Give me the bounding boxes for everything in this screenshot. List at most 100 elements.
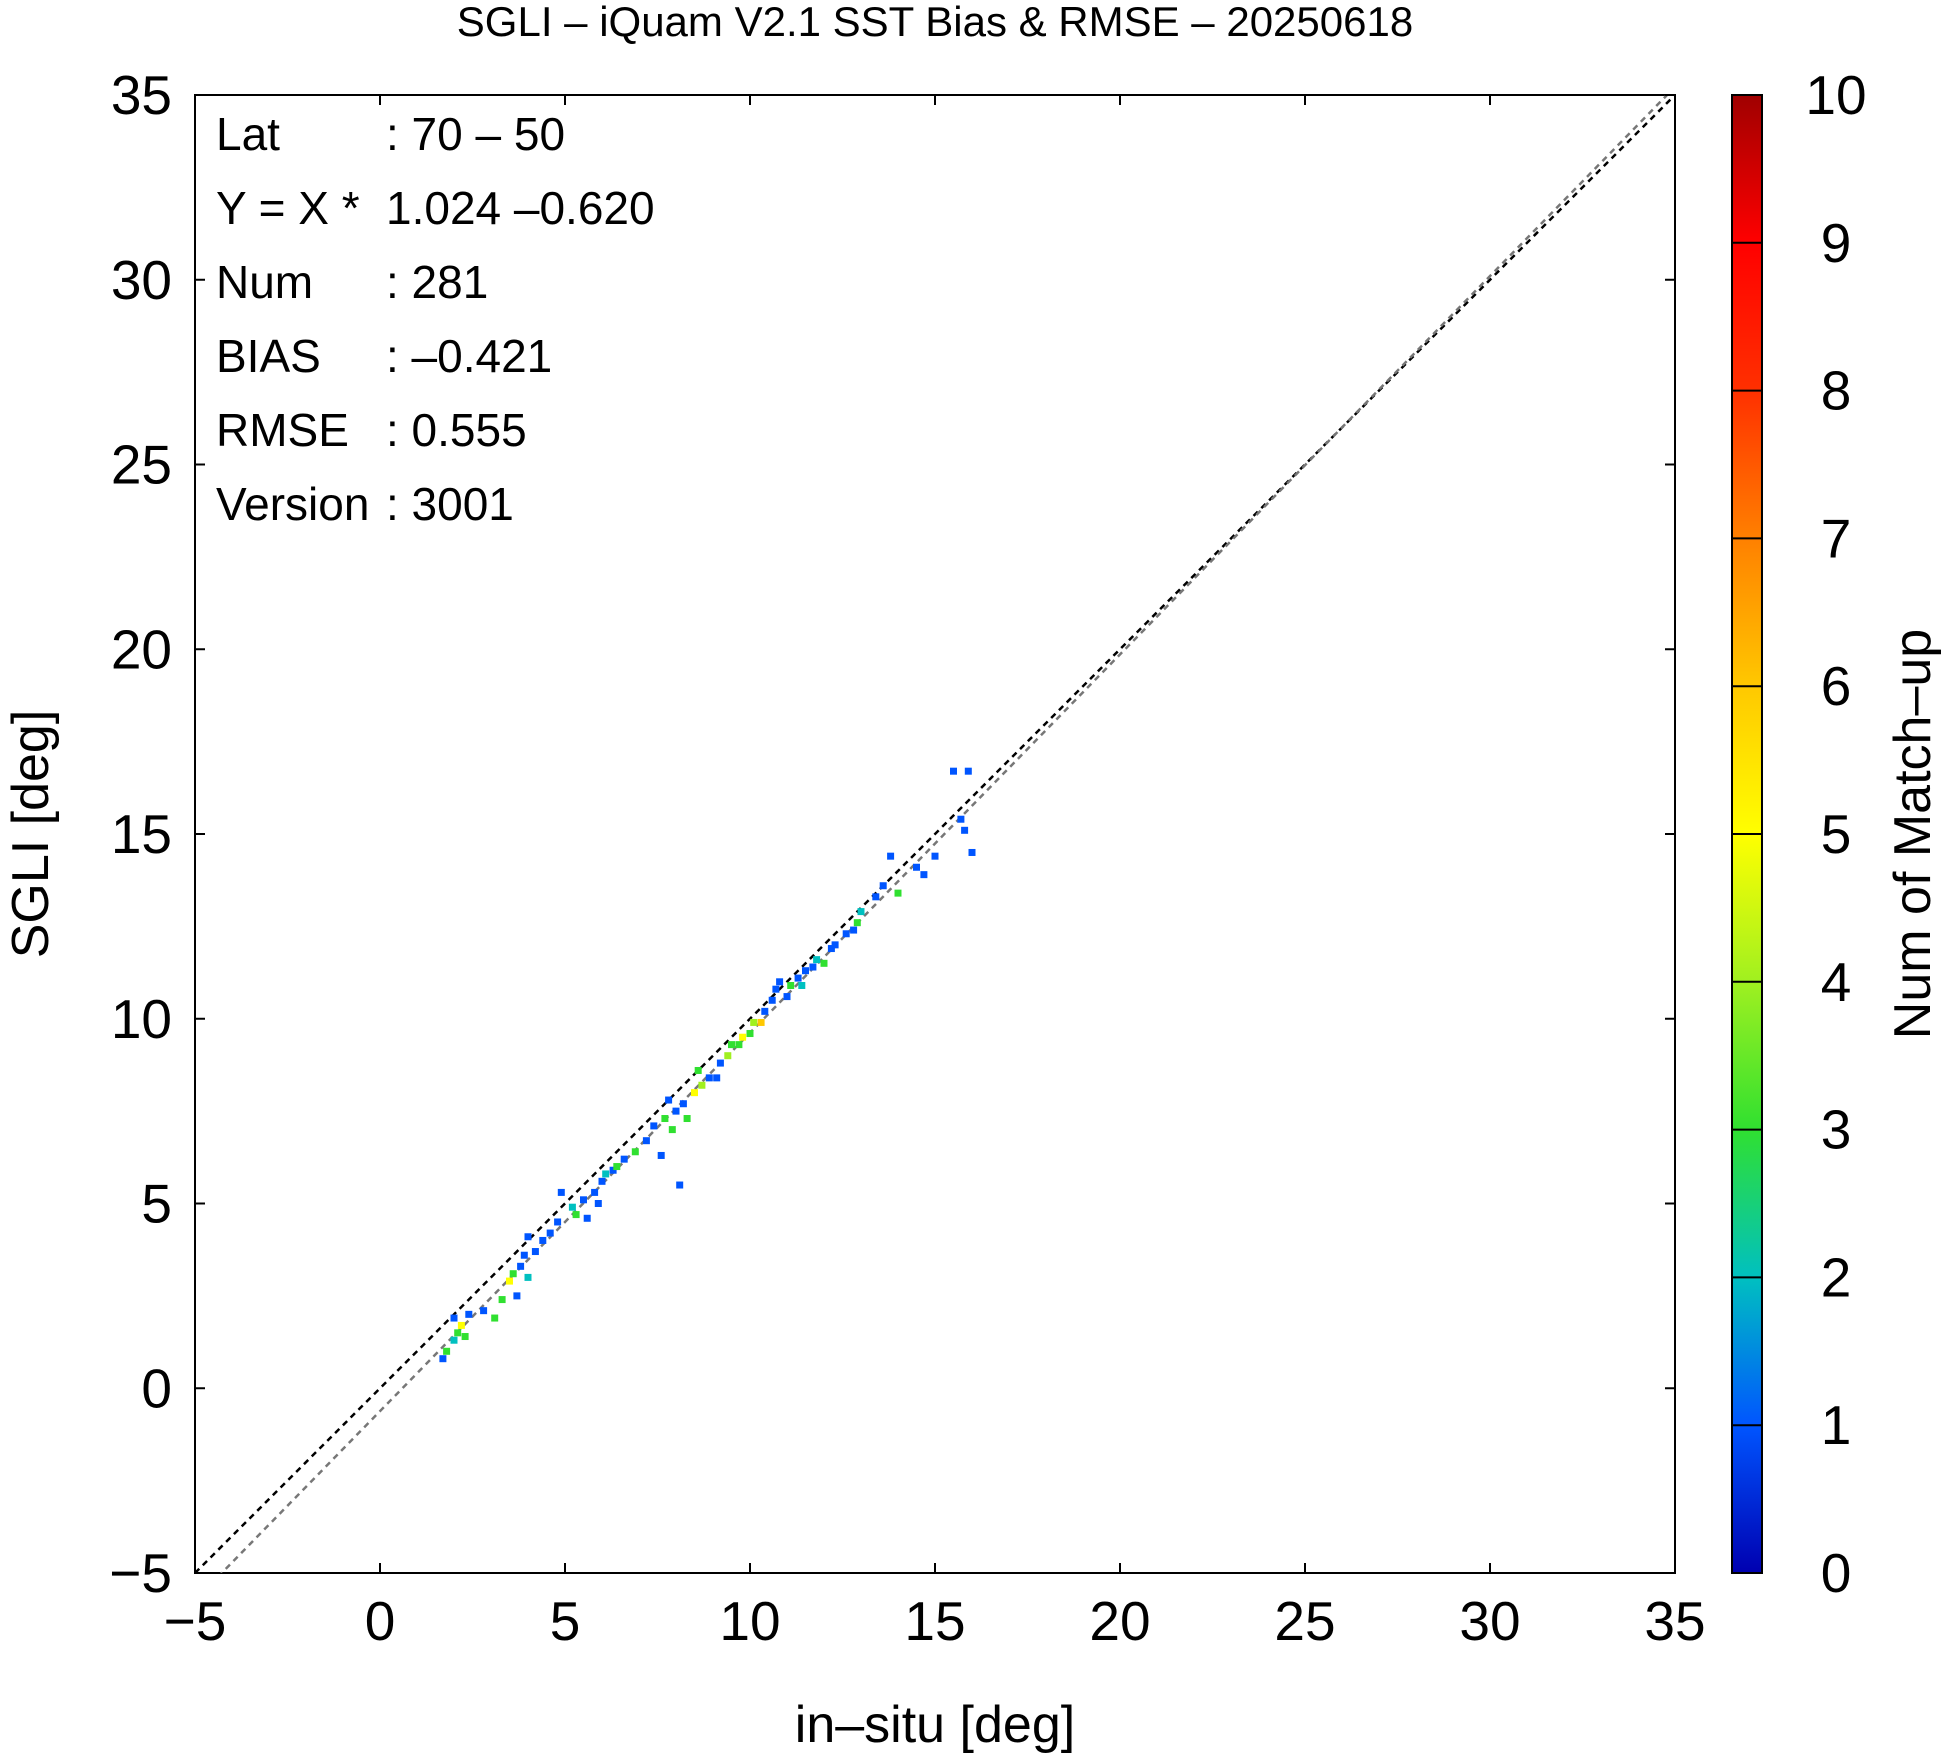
data-point — [776, 978, 784, 986]
data-point — [554, 1218, 562, 1226]
colorbar-tick-label: 0 — [1821, 1542, 1852, 1604]
colorbar-tick-label: 6 — [1821, 655, 1852, 717]
y-axis: −5 0 5 10 15 20 25 30 35 — [109, 64, 1675, 1604]
data-point — [506, 1277, 513, 1285]
data-point — [520, 1251, 528, 1259]
data-point — [480, 1307, 488, 1315]
one-to-one-line — [195, 95, 1675, 1573]
data-point — [850, 926, 858, 934]
data-point — [491, 1314, 499, 1322]
data-point — [761, 1007, 769, 1015]
data-point — [524, 1273, 532, 1281]
stats-value: : 0.555 — [386, 404, 527, 456]
data-point — [713, 1074, 721, 1082]
data-point — [546, 1229, 554, 1237]
data-point — [461, 1333, 469, 1341]
y-tick-label: 25 — [111, 434, 172, 496]
data-point — [961, 826, 969, 834]
x-tick-label: 35 — [1644, 1590, 1705, 1652]
data-point — [672, 1107, 680, 1115]
data-point — [439, 1355, 447, 1363]
data-point — [957, 815, 965, 823]
data-point — [598, 1177, 606, 1185]
data-point — [950, 767, 957, 775]
data-point — [602, 1170, 610, 1178]
data-point — [457, 1321, 465, 1329]
data-point — [539, 1236, 547, 1244]
y-tick-label: 5 — [141, 1173, 172, 1235]
y-tick-label: 0 — [141, 1357, 172, 1419]
data-point — [735, 1041, 743, 1049]
colorbar-tick-label: 10 — [1805, 64, 1866, 126]
data-point — [872, 893, 880, 901]
stats-value: : 70 – 50 — [386, 108, 565, 160]
data-point — [642, 1137, 650, 1145]
data-point — [827, 945, 835, 953]
x-tick-label: 0 — [365, 1590, 396, 1652]
data-point — [631, 1148, 639, 1156]
data-point — [650, 1122, 658, 1130]
stats-value: : –0.421 — [386, 330, 552, 382]
data-point — [739, 1033, 747, 1041]
y-tick-label: 20 — [111, 618, 172, 680]
data-point — [691, 1089, 698, 1097]
data-point — [698, 1081, 706, 1089]
data-points — [439, 767, 976, 1363]
stats-label: Version — [216, 478, 369, 530]
colorbar-tick-label: 9 — [1821, 212, 1852, 274]
data-point — [802, 967, 809, 975]
stats-label: BIAS — [216, 330, 321, 382]
data-point — [572, 1211, 580, 1219]
data-point — [665, 1096, 673, 1104]
data-point — [879, 882, 887, 890]
data-point — [964, 767, 972, 775]
stats-label: Num — [216, 256, 313, 308]
stats-label: RMSE — [216, 404, 349, 456]
x-axis: −5 0 5 10 15 20 25 30 35 — [164, 95, 1706, 1652]
data-point — [443, 1347, 451, 1355]
data-point — [728, 1041, 735, 1049]
data-point — [853, 919, 861, 927]
colorbar-tick-label: 8 — [1821, 360, 1852, 422]
data-point — [931, 852, 939, 860]
stats-value: 1.024 –0.620 — [386, 182, 655, 234]
y-tick-label: 30 — [111, 249, 172, 311]
data-point — [724, 1052, 732, 1060]
y-tick-label: −5 — [109, 1542, 172, 1604]
data-point — [794, 974, 802, 982]
data-point — [683, 1115, 691, 1123]
stats-label: Lat — [216, 108, 280, 160]
data-point — [557, 1188, 565, 1196]
data-point — [831, 941, 839, 949]
data-point — [657, 1151, 665, 1159]
data-point — [524, 1233, 532, 1241]
stats-box: Lat : 70 – 50 Y = X * 1.024 –0.620 Num : 281 B… — [216, 108, 655, 530]
data-point — [694, 1066, 702, 1074]
data-point — [894, 889, 902, 897]
data-point — [676, 1181, 684, 1189]
y-axis-title: SGLI [deg] — [2, 710, 60, 959]
chart-title: SGLI – iQuam V2.1 SST Bias & RMSE – 2025… — [457, 0, 1413, 45]
x-tick-label: 5 — [550, 1590, 581, 1652]
data-point — [450, 1336, 458, 1344]
data-point — [661, 1115, 669, 1123]
x-tick-label: 25 — [1274, 1590, 1335, 1652]
data-point — [613, 1163, 621, 1171]
data-point — [594, 1200, 602, 1207]
data-point — [620, 1155, 628, 1163]
data-point — [750, 1018, 758, 1026]
data-point — [450, 1314, 458, 1322]
data-point — [798, 981, 806, 989]
stats-value: : 3001 — [386, 478, 514, 530]
data-point — [498, 1296, 506, 1304]
stats-value: : 281 — [386, 256, 488, 308]
colorbar-tick-label: 3 — [1821, 1099, 1852, 1161]
data-point — [583, 1214, 591, 1222]
data-point — [454, 1329, 462, 1337]
y-tick-label: 15 — [111, 803, 172, 865]
data-point — [517, 1262, 525, 1270]
plot-clip-group — [195, 95, 1675, 1573]
stats-label: Y = X * — [216, 182, 360, 234]
data-point — [809, 963, 817, 971]
